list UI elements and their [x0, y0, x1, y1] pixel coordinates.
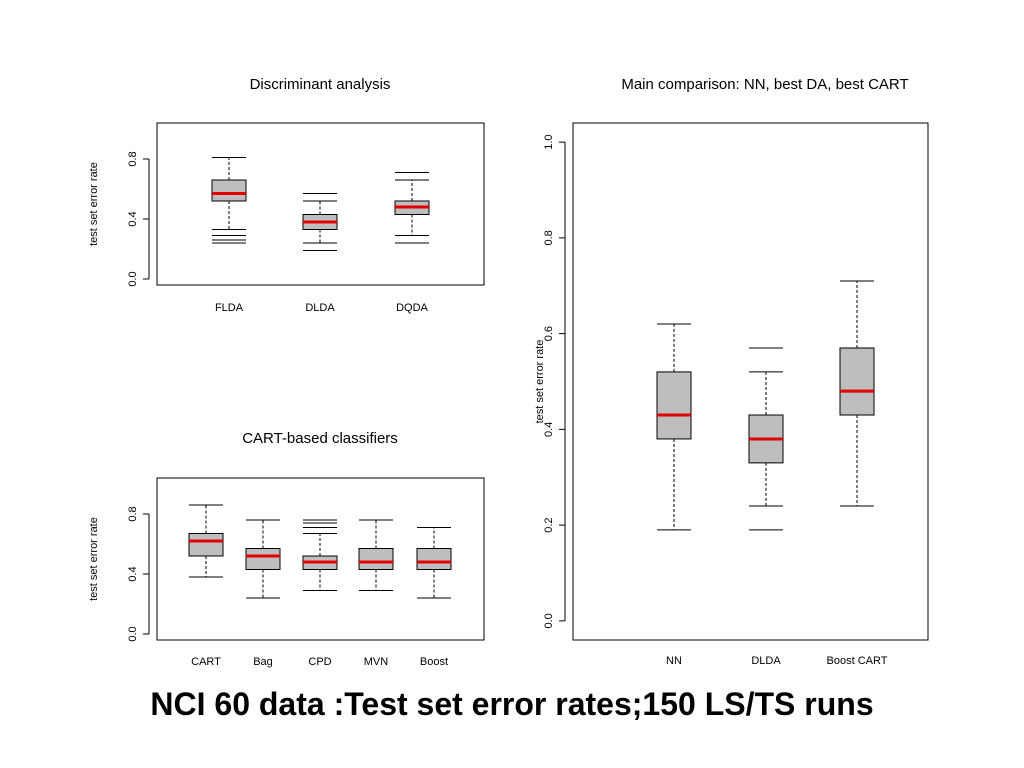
cart-title: CART-based classifiers [242, 430, 398, 447]
main-category-label: DLDA [751, 655, 781, 667]
cart-box-cpd: CPD [302, 519, 338, 668]
main-plot-frame [572, 122, 929, 641]
iqr-box [839, 347, 875, 416]
main-box-nn: NN [656, 323, 692, 667]
cart-box-cart: CART [188, 504, 224, 668]
discriminant-y-axis-label: test set error rate [88, 162, 100, 246]
iqr-box [188, 533, 224, 557]
main-y-tick-label: 0.6 [543, 326, 555, 341]
main-y-tick-label: 0.2 [543, 517, 555, 532]
discriminant-category-label: DQDA [396, 302, 428, 314]
main-y-tick-label: 0.0 [543, 613, 555, 628]
slide-caption: NCI 60 data :Test set error rates;150 LS… [150, 686, 874, 722]
main-y-tick-label: 0.8 [543, 230, 555, 245]
cart-y-tick-label: 0.4 [127, 566, 139, 581]
discriminant-y-tick-label: 0.0 [127, 271, 139, 286]
discriminant-boxplot: Discriminant analysis 0.0 0.4 0.8 test set e… [88, 76, 485, 314]
iqr-box [245, 548, 281, 570]
discriminant-box-dlda: DLDA [302, 193, 338, 314]
main-y-tick-label: 1.0 [543, 134, 555, 149]
iqr-box [656, 371, 692, 440]
cart-category-label: Bag [253, 656, 273, 668]
cart-category-label: MVN [364, 656, 389, 668]
cart-y-tick-label: 0.0 [127, 626, 139, 641]
cart-category-label: Boost [420, 656, 448, 668]
discriminant-box-flda: FLDA [211, 157, 247, 314]
cart-category-label: CART [191, 656, 221, 668]
main-y-tick-label: 0.4 [543, 422, 555, 437]
discriminant-plot-frame [156, 122, 485, 286]
discriminant-box-dqda: DQDA [394, 172, 430, 314]
discriminant-category-label: DLDA [305, 302, 335, 314]
cart-y-axis-label: test set error rate [88, 517, 100, 601]
main-boxplot: Main comparison: NN, best DA, best CART 0… [534, 76, 929, 667]
cart-category-label: CPD [308, 656, 331, 668]
cart-y-tick-label: 0.8 [127, 506, 139, 521]
discriminant-title: Discriminant analysis [250, 76, 391, 93]
main-box-boost-cart: Boost CART [827, 280, 888, 667]
cart-box-boost: Boost [416, 527, 452, 668]
main-category-label: NN [666, 655, 682, 667]
main-box-dlda: DLDA [748, 347, 784, 667]
cart-plot-frame [156, 477, 485, 641]
main-title: Main comparison: NN, best DA, best CART [621, 76, 908, 93]
discriminant-y-tick-label: 0.8 [127, 151, 139, 166]
discriminant-y-tick-label: 0.4 [127, 211, 139, 226]
iqr-box [416, 548, 452, 570]
iqr-box [358, 548, 394, 570]
iqr-box [211, 179, 247, 202]
cart-box-mvn: MVN [358, 519, 394, 668]
discriminant-category-label: FLDA [215, 302, 244, 314]
cart-boxplot: CART-based classifiers 0.0 0.4 0.8 test set … [88, 430, 485, 668]
main-y-axis-label: test set error rate [534, 340, 546, 424]
main-category-label: Boost CART [827, 655, 888, 667]
cart-box-bag: Bag [245, 519, 281, 668]
